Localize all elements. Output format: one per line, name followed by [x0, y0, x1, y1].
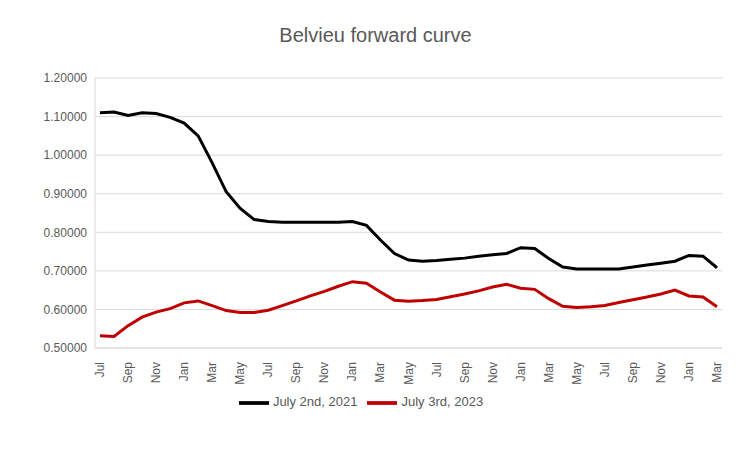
svg-text:0.70000: 0.70000	[44, 264, 88, 278]
svg-text:Jul: Jul	[430, 362, 444, 377]
svg-text:Mar: Mar	[205, 362, 219, 383]
svg-text:1.00000: 1.00000	[44, 148, 88, 162]
svg-text:Mar: Mar	[373, 362, 387, 383]
svg-text:Sep: Sep	[289, 362, 303, 384]
svg-text:Jan: Jan	[345, 362, 359, 381]
svg-text:1.20000: 1.20000	[44, 71, 88, 85]
svg-text:Jul: Jul	[261, 362, 275, 377]
html-text:Belvieu forward curve: Belvieu forward curve	[279, 24, 472, 46]
svg-text:0.50000: 0.50000	[44, 341, 88, 355]
svg-text:Jul: Jul	[598, 362, 612, 377]
svg-text:0.60000: 0.60000	[44, 303, 88, 317]
svg-text:Sep: Sep	[458, 362, 472, 384]
svg-text:Jan: Jan	[177, 362, 191, 381]
svg-text:Nov: Nov	[317, 362, 331, 383]
html-text:July 3rd, 2023: July 3rd, 2023	[401, 394, 484, 410]
svg-text:Jul: Jul	[93, 362, 107, 377]
svg-text:May: May	[570, 362, 584, 385]
svg-text:Sep: Sep	[626, 362, 640, 384]
svg-text:May: May	[402, 362, 416, 385]
svg-text:1.10000: 1.10000	[44, 110, 88, 124]
svg-text:Nov: Nov	[149, 362, 163, 383]
svg-text:Mar: Mar	[542, 362, 556, 383]
svg-text:Jan: Jan	[514, 362, 528, 381]
svg-text:Mar: Mar	[710, 362, 724, 383]
svg-text:Sep: Sep	[121, 362, 135, 384]
svg-text:Nov: Nov	[486, 362, 500, 383]
svg-text:Jan: Jan	[682, 362, 696, 381]
html-text:July 2nd, 2021: July 2nd, 2021	[272, 394, 358, 410]
svg-text:May: May	[233, 362, 247, 385]
svg-text:0.90000: 0.90000	[44, 187, 88, 201]
svg-text:0.80000: 0.80000	[44, 226, 88, 240]
svg-text:Nov: Nov	[654, 362, 668, 383]
